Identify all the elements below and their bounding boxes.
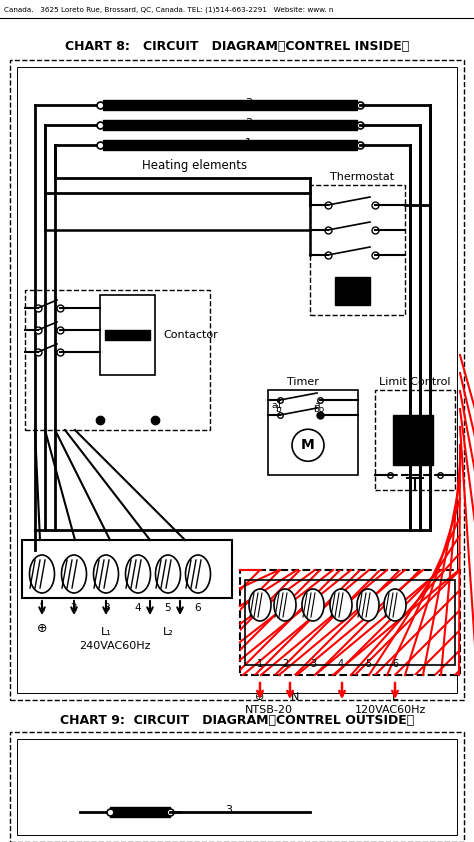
Bar: [240, 570, 460, 675]
Ellipse shape: [330, 589, 352, 621]
Text: 3: 3: [225, 805, 232, 815]
Bar: [268, 390, 358, 475]
Text: Limit Control: Limit Control: [379, 377, 451, 387]
Text: 3: 3: [310, 659, 316, 669]
Text: 2: 2: [71, 603, 77, 613]
Text: Contactor: Contactor: [163, 330, 218, 340]
Text: L: L: [392, 692, 398, 702]
Text: Timer: Timer: [287, 377, 319, 387]
Ellipse shape: [274, 589, 296, 621]
Text: M: M: [301, 438, 315, 452]
Bar: [393, 415, 433, 465]
Ellipse shape: [185, 555, 210, 593]
Bar: [17, 67, 457, 693]
Circle shape: [292, 429, 324, 461]
Text: 2: 2: [282, 659, 288, 669]
Text: NTSB-20: NTSB-20: [245, 705, 293, 715]
Bar: [375, 390, 455, 490]
Text: Heating elements: Heating elements: [143, 158, 247, 172]
Bar: [100, 295, 155, 375]
Ellipse shape: [302, 589, 324, 621]
Bar: [10, 60, 464, 700]
Text: Thermostat: Thermostat: [330, 172, 394, 182]
Text: 120VAC60Hz: 120VAC60Hz: [355, 705, 426, 715]
Text: 3: 3: [245, 98, 252, 108]
Text: CHART 9:  CIRCUIT   DIAGRAM（CONTREL OUTSIDE）: CHART 9: CIRCUIT DIAGRAM（CONTREL OUTSIDE…: [60, 713, 414, 727]
Text: 6: 6: [195, 603, 201, 613]
Ellipse shape: [384, 589, 406, 621]
Text: a: a: [315, 401, 320, 409]
Bar: [25, 290, 210, 430]
Text: L₁: L₁: [100, 627, 111, 637]
Text: 240VAC60Hz: 240VAC60Hz: [79, 641, 151, 651]
Bar: [335, 277, 370, 305]
Text: bo: bo: [313, 406, 324, 414]
Text: a1: a1: [272, 401, 283, 409]
Bar: [310, 185, 405, 315]
Text: N: N: [291, 692, 299, 702]
Text: b: b: [275, 406, 281, 414]
Text: Canada.   3625 Loreto Rue, Brossard, QC, Canada. TEL: (1)514-663-2291   Website:: Canada. 3625 Loreto Rue, Brossard, QC, C…: [4, 7, 333, 13]
Ellipse shape: [93, 555, 118, 593]
Bar: [245, 580, 455, 665]
Text: 2: 2: [245, 118, 252, 128]
Bar: [240, 570, 460, 675]
Bar: [240, 570, 460, 675]
Bar: [17, 739, 457, 835]
Ellipse shape: [29, 555, 55, 593]
Bar: [10, 732, 464, 842]
Text: 6: 6: [392, 659, 398, 669]
Text: 1: 1: [257, 659, 263, 669]
Text: ⊕: ⊕: [255, 692, 264, 702]
Ellipse shape: [62, 555, 86, 593]
Ellipse shape: [126, 555, 151, 593]
Text: ⊕: ⊕: [37, 621, 47, 635]
Ellipse shape: [249, 589, 271, 621]
Text: L₂: L₂: [163, 627, 173, 637]
Text: CHART 8:   CIRCUIT   DIAGRAM（CONTREL INSIDE）: CHART 8: CIRCUIT DIAGRAM（CONTREL INSIDE）: [65, 40, 409, 54]
Text: 1: 1: [39, 603, 46, 613]
Text: 5: 5: [365, 659, 371, 669]
Text: 4: 4: [338, 659, 344, 669]
Text: 3: 3: [103, 603, 109, 613]
Ellipse shape: [357, 589, 379, 621]
Ellipse shape: [155, 555, 181, 593]
Text: 4: 4: [135, 603, 141, 613]
Text: 1: 1: [245, 138, 252, 148]
Text: 5: 5: [164, 603, 171, 613]
Bar: [22, 540, 232, 598]
